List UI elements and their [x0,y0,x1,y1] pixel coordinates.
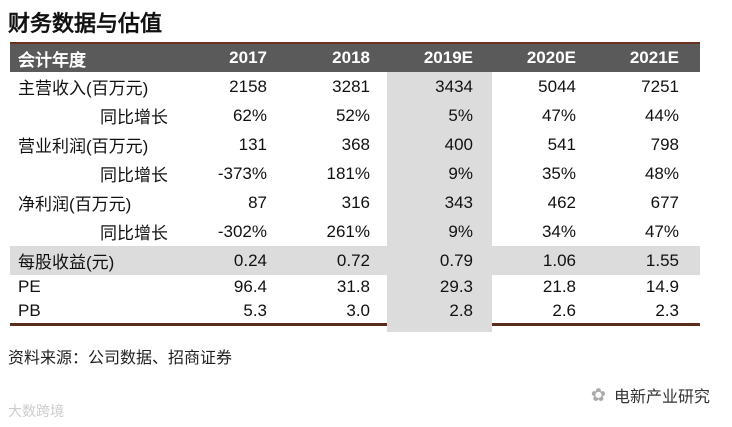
row-label: 净利润(百万元) [18,195,132,214]
table-cell: 48% [644,163,679,183]
table-row: 同比增长 -302% 261% 9% 34% 47% [10,217,700,246]
table-cell: -373% [217,163,267,183]
table-cell: 3.0 [346,301,370,320]
table-cell: 131 [238,134,267,154]
row-label: 营业利润(百万元) [18,137,149,156]
source-note: 资料来源：公司数据、招商证券 [8,350,233,367]
table-cell: 541 [547,134,576,154]
table-cell: 5.3 [243,301,267,320]
row-label: 同比增长 [100,224,168,243]
table-cell: 1.55 [645,250,679,270]
table-cell: 9% [448,163,473,183]
table-row: PB 5.3 3.0 2.8 2.6 2.3 [10,299,700,323]
table-cell: 3434 [435,76,473,96]
table-cell: 316 [341,192,370,212]
table-cell: 798 [650,134,679,154]
row-label: PB [18,301,41,320]
header-cell: 2018 [332,48,370,67]
table-cell: 21.8 [542,277,576,296]
table-row: 同比增长 -373% 181% 9% 35% 48% [10,159,700,188]
row-label: PE [18,277,41,296]
header-cell: 2021E [629,48,679,67]
table-cell: 2.8 [449,301,473,320]
table-cell: 9% [448,221,473,241]
table-cell: 462 [547,192,576,212]
table-cell: 5% [448,105,473,125]
financial-table: 会计年度 2017 2018 2019E 2020E 2021E 主营收入(百万… [10,42,700,332]
header-cell: 2017 [229,48,267,67]
table-cell: 96.4 [233,277,267,296]
table-cell: 0.72 [336,250,370,270]
table-cell: 2158 [229,76,267,96]
forecast-column-highlight [387,70,492,332]
table-row: 每股收益(元) 0.24 0.72 0.79 1.06 1.55 [10,246,700,275]
header-cell: 2019E [423,48,473,67]
table-row: 主营收入(百万元) 2158 3281 3434 5044 7251 [10,72,700,101]
table-cell: 34% [541,221,576,241]
table-cell: 343 [444,192,473,212]
table-cell: 1.06 [542,250,576,270]
table-cell: 62% [232,105,267,125]
table-cell: 52% [335,105,370,125]
table-cell: 3281 [332,76,370,96]
table-cell: 677 [650,192,679,212]
table-row: 净利润(百万元) 87 316 343 462 677 [10,188,700,217]
table-cell: 400 [444,134,473,154]
table-cell: -302% [217,221,267,241]
brand-name: 电新产业研究 [613,389,710,406]
table-row: 营业利润(百万元) 131 368 400 541 798 [10,130,700,159]
table-cell: 368 [341,134,370,154]
table-cell: 44% [644,105,679,125]
table-header: 会计年度 2017 2018 2019E 2020E 2021E [10,42,700,72]
table-cell: 181% [326,163,370,183]
table-cell: 47% [541,105,576,125]
row-label: 主营收入(百万元) [18,79,149,98]
table-cell: 87 [248,192,267,212]
table-cell: 47% [644,221,679,241]
table-row: 同比增长 62% 52% 5% 47% 44% [10,101,700,130]
table-cell: 5044 [538,76,576,96]
table-cell: 0.24 [233,250,267,270]
table-cell: 35% [541,163,576,183]
row-label: 每股收益(元) [18,253,115,272]
watermark: 大数跨境 [8,403,64,419]
page-title: 财务数据与估值 [8,11,163,36]
table-bottom-rule [10,323,700,326]
brand-label: ✿ 电新产业研究 [591,383,710,407]
table-cell: 2.6 [552,301,576,320]
table-cell: 7251 [641,76,679,96]
table-cell: 2.3 [655,301,679,320]
table-cell: 261% [326,221,370,241]
header-cell: 会计年度 [18,50,86,70]
row-label: 同比增长 [100,108,168,127]
table-cell: 0.79 [439,250,473,270]
row-label: 同比增长 [100,166,168,185]
table-row: PE 96.4 31.8 29.3 21.8 14.9 [10,275,700,299]
table-cell: 14.9 [645,277,679,296]
header-cell: 2020E [526,48,576,67]
wechat-icon: ✿ [590,384,606,405]
table-cell: 29.3 [439,277,473,296]
table-cell: 31.8 [336,277,370,296]
